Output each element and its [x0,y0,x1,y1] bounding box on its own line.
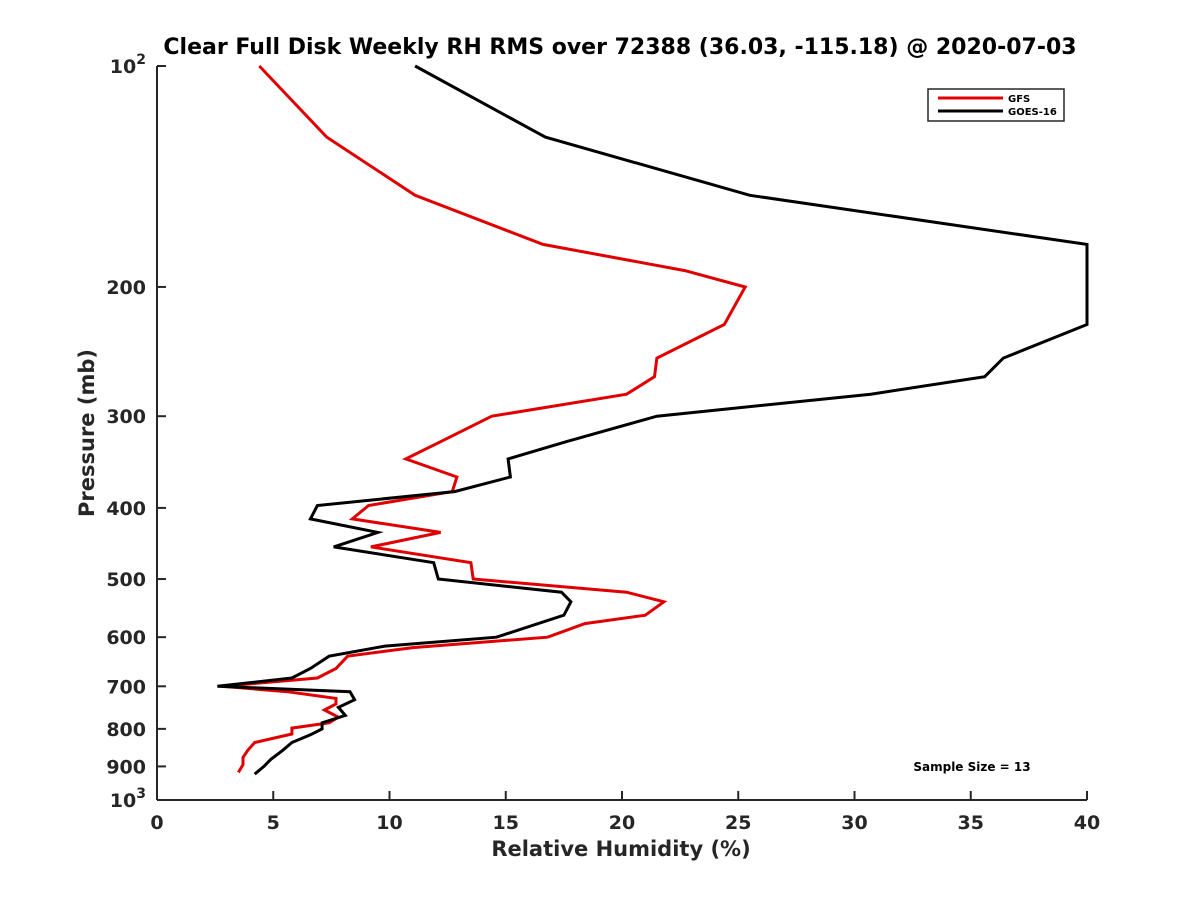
y-tick-label: 700 [106,676,146,698]
y-tick-label: 103 [110,786,146,812]
x-tick-label: 10 [376,812,402,834]
x-tick-label: 15 [493,812,519,834]
series-line-goes-16 [217,64,1089,776]
y-tick-label: 300 [106,406,146,428]
y-tick-label: 102 [110,52,146,78]
x-axis-label: Relative Humidity (%) [491,837,750,861]
y-tick-label: 600 [106,627,146,649]
x-tick-label: 25 [725,812,751,834]
legend-box [927,88,1065,122]
y-tick-label: 400 [106,498,146,520]
series-line-gfs [221,64,748,774]
x-tick-label: 0 [150,812,163,834]
x-tick-label: 20 [609,812,635,834]
y-tick-label: 500 [106,569,146,591]
legend-label: GFS [1008,94,1030,105]
y-tick-label: 800 [106,719,146,741]
plot-series [217,64,1089,776]
x-tick-label: 30 [841,812,867,834]
y-tick-label: 900 [106,756,146,778]
legend: GFS GOES-16 [927,88,1065,122]
x-tick-label: 35 [958,812,984,834]
sample-size-annotation: Sample Size = 13 [913,760,1030,774]
y-axis-label: Pressure (mb) [75,349,99,517]
legend-entries: GFS GOES-16 [938,94,1057,118]
y-tick-label: 200 [106,277,146,299]
y-ticks: 102 200 300 400 500 600 700 800 900 103 [106,52,166,812]
x-ticks: 0 5 10 15 20 25 30 35 40 [150,791,1100,834]
x-tick-label: 40 [1074,812,1100,834]
legend-label: GOES-16 [1008,107,1057,118]
chart-title: Clear Full Disk Weekly RH RMS over 72388… [163,35,1076,60]
x-tick-label: 5 [267,812,280,834]
